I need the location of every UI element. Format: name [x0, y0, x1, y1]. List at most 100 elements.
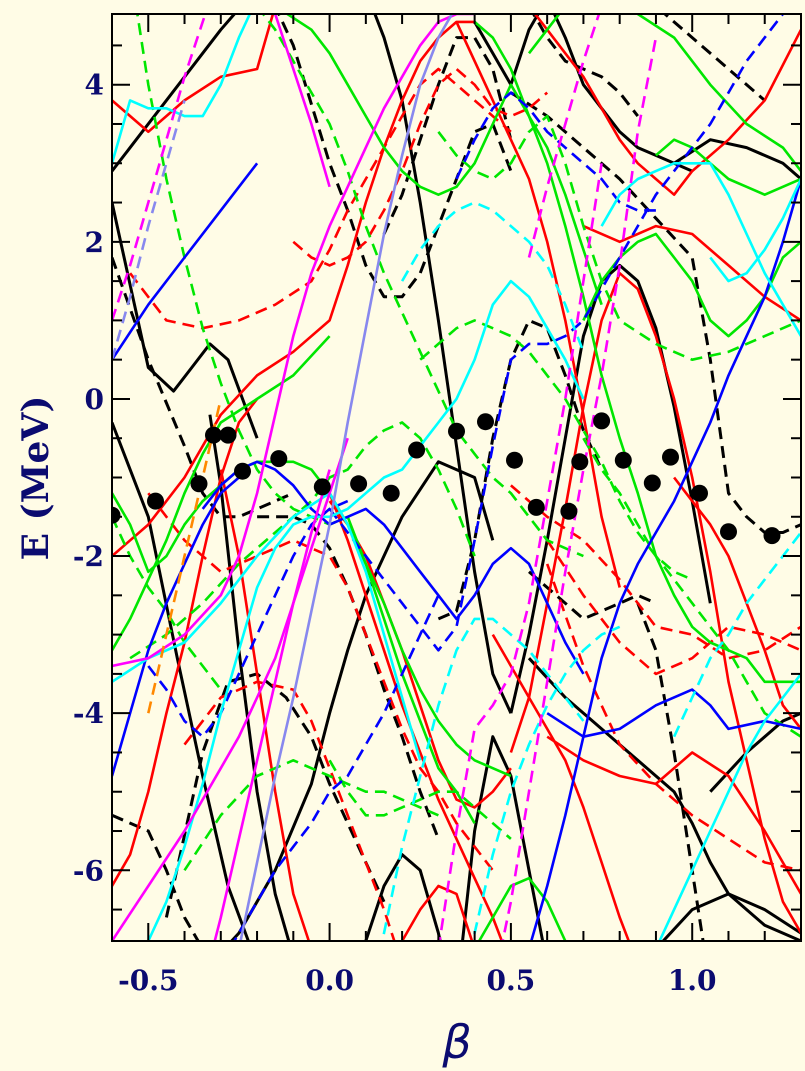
- data-point: [477, 413, 494, 431]
- data-point: [190, 475, 208, 493]
- series-line-3: [208, 414, 291, 941]
- data-point: [147, 492, 164, 510]
- x-tick-label: 0.0: [305, 964, 354, 997]
- data-point: [448, 422, 465, 440]
- x-tick-label: 0.5: [487, 964, 536, 997]
- series-line-64: [437, 114, 801, 362]
- series-line-92: [239, 14, 454, 941]
- tick-labels-layer: -0.5 0.0 0.5 1.0 4 2 0 -2 -4 -6: [73, 69, 717, 997]
- series-line-1: [112, 202, 259, 439]
- series-line-54: [655, 138, 801, 196]
- data-point: [234, 462, 251, 480]
- series-line-14: [112, 256, 294, 519]
- series-line-32: [400, 884, 474, 941]
- data-point: [219, 426, 237, 444]
- series-line-55: [477, 876, 567, 941]
- series-line-80: [381, 617, 585, 941]
- series-line-28: [112, 14, 275, 134]
- series-line-66: [112, 476, 240, 777]
- series-line-65: [112, 162, 259, 361]
- series-line-49: [346, 516, 476, 824]
- series-line-5: [509, 263, 712, 714]
- series-line-91: [527, 14, 601, 258]
- series-line-19: [382, 36, 513, 235]
- data-point: [350, 475, 368, 493]
- series-line-31: [328, 492, 504, 941]
- data-point: [408, 441, 426, 459]
- data-points-layer: [112, 412, 781, 545]
- series-line-56: [112, 516, 222, 691]
- series-line-10: [673, 138, 801, 181]
- series-line-47: [112, 460, 512, 778]
- series-line-39: [546, 735, 801, 895]
- data-point: [313, 478, 331, 496]
- series-line-63: [582, 437, 801, 738]
- x-axis-label: β: [441, 1015, 471, 1069]
- data-point: [763, 527, 781, 545]
- series-line-44: [510, 484, 801, 660]
- series-line-26: [112, 20, 475, 558]
- series-line-25: [583, 14, 766, 102]
- series-line-89: [438, 163, 603, 941]
- series-line-18: [277, 14, 513, 299]
- data-point: [382, 484, 400, 502]
- x-tick-label: 1.0: [668, 964, 717, 997]
- series-line-11: [527, 657, 801, 941]
- series-line-8: [461, 735, 545, 941]
- y-tick-label: 0: [85, 383, 104, 416]
- data-point: [112, 506, 121, 524]
- series-line-85: [112, 14, 475, 668]
- series-line-41: [292, 67, 549, 267]
- data-point: [662, 448, 679, 466]
- series-line-72: [328, 14, 785, 652]
- series-line-93: [112, 100, 186, 361]
- series-line-88: [112, 14, 207, 321]
- y-tick-label: -2: [73, 540, 104, 573]
- series-line-67: [201, 460, 585, 675]
- series-line-79: [709, 178, 801, 283]
- series-line-78: [658, 673, 801, 941]
- series-line-46: [545, 563, 801, 872]
- series-line-62: [419, 319, 693, 581]
- series-line-94: [147, 398, 223, 714]
- series-line-90: [501, 37, 658, 941]
- series-line-43: [183, 680, 396, 941]
- series-line-34: [455, 21, 621, 588]
- data-point: [205, 426, 222, 444]
- data-point: [571, 453, 589, 471]
- series-line-40: [129, 67, 512, 330]
- series-line-87: [273, 14, 331, 188]
- series-line-15: [112, 813, 200, 941]
- series-line-77: [600, 162, 801, 337]
- series-line-53: [527, 14, 801, 172]
- series-line-23: [636, 602, 705, 941]
- series-line-69: [546, 688, 801, 739]
- series-line-83: [672, 531, 801, 738]
- series-line-50: [284, 14, 603, 306]
- data-point: [560, 502, 578, 520]
- series-line-13: [661, 892, 801, 941]
- x-tick-label: -0.5: [118, 964, 178, 997]
- series-line-38: [673, 476, 801, 730]
- data-point: [643, 474, 661, 492]
- series-line-60: [129, 421, 476, 660]
- series-line-36: [533, 14, 801, 196]
- series-line-86: [213, 469, 331, 941]
- series-line-45: [546, 539, 801, 676]
- series-line-82: [470, 625, 621, 941]
- series-line-2: [112, 421, 250, 941]
- series-line-33: [491, 633, 631, 941]
- data-point: [614, 451, 632, 469]
- series-line-71: [232, 594, 440, 941]
- series-line-7: [364, 853, 442, 941]
- ticks-layer: [111, 14, 802, 941]
- y-axis-label: E (MeV): [15, 396, 57, 561]
- series-line-16: [164, 672, 386, 918]
- series-line-20: [437, 318, 603, 621]
- series-line-61: [328, 759, 512, 840]
- series-line-35: [509, 271, 801, 934]
- y-tick-label: -4: [73, 697, 104, 730]
- data-point: [691, 484, 708, 502]
- series-line-58: [261, 14, 584, 558]
